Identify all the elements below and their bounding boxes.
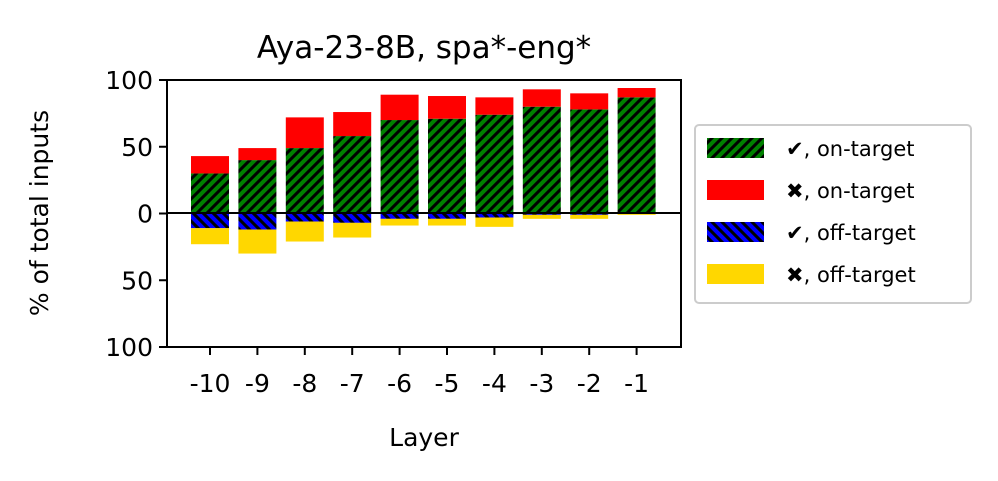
bar--6-series-1 — [380, 94, 419, 121]
x-tick-label: -1 — [624, 369, 649, 398]
legend-label-3: ✖, off-target — [786, 263, 916, 287]
legend-label-0: ✔, on-target — [786, 137, 915, 161]
legend-swatch-3 — [707, 264, 764, 284]
bar--4-series-2 — [475, 213, 514, 218]
bar--1-series-1 — [617, 88, 656, 98]
x-tick-label: -8 — [292, 369, 317, 398]
bar--9-series-3 — [238, 229, 277, 254]
bar--3-series-2 — [522, 213, 561, 215]
bar--6-series-0 — [380, 120, 419, 214]
bar--10-series-1 — [191, 156, 229, 174]
x-tick-label: -3 — [529, 369, 554, 398]
bar--8-series-0 — [285, 148, 324, 214]
legend-swatch-1 — [707, 180, 764, 200]
legend-label-1: ✖, on-target — [786, 179, 915, 203]
bars-layer — [191, 88, 656, 254]
legend-swatch-0 — [707, 138, 764, 158]
bar--9-series-1 — [238, 148, 277, 161]
bar--7-series-2 — [333, 213, 372, 223]
bar--4-series-0 — [475, 114, 514, 214]
y-axis: 100 50 0 50 100 — [105, 66, 167, 362]
bar--3-series-3 — [522, 214, 561, 219]
x-tick-label: -5 — [435, 369, 460, 398]
x-axis-label: Layer — [389, 423, 459, 452]
bar--10-series-0 — [191, 173, 229, 214]
y-axis-label: % of total inputs — [25, 110, 54, 316]
bar--7-series-0 — [333, 136, 372, 214]
bar--7-series-1 — [333, 112, 372, 137]
legend: ✔, on-target ✖, on-target ✔, off-target ✖, … — [694, 124, 972, 304]
x-tick-label: -4 — [482, 369, 507, 398]
bar--1-series-0 — [617, 97, 656, 214]
y-tick-label: 50 — [121, 133, 153, 162]
bar--9-series-0 — [238, 160, 277, 214]
bar--7-series-3 — [333, 222, 372, 238]
y-tick-label: 50 — [121, 266, 153, 295]
legend-frame — [694, 124, 972, 304]
bar--5-series-2 — [428, 213, 466, 219]
bar--9-series-2 — [238, 213, 277, 230]
bar--8-series-1 — [285, 117, 324, 149]
y-tick-label: 100 — [105, 333, 153, 362]
bar--4-series-1 — [475, 97, 514, 115]
bar--3-series-0 — [522, 106, 561, 214]
bar--1-series-3 — [617, 213, 656, 215]
x-tick-label: -7 — [340, 369, 365, 398]
x-axis: -10 -9 -8 -7 -6 -5 -4 -3 -2 -1 — [190, 347, 649, 398]
y-tick-label: 100 — [105, 66, 153, 95]
chart-title: Aya-23-8B, spa*-eng* — [257, 30, 591, 66]
bar--10-series-2 — [191, 213, 229, 229]
bar--10-series-3 — [191, 228, 229, 245]
y-tick-label: 0 — [137, 200, 153, 229]
x-tick-label: -6 — [387, 369, 412, 398]
bar--3-series-1 — [522, 89, 561, 107]
x-tick-label: -2 — [577, 369, 602, 398]
bar--8-series-2 — [285, 213, 324, 222]
bar--6-series-2 — [380, 213, 419, 219]
bar--8-series-3 — [285, 221, 324, 242]
bar--2-series-2 — [570, 213, 609, 215]
bar--5-series-3 — [428, 218, 466, 226]
x-tick-label: -9 — [245, 369, 270, 398]
bar--2-series-0 — [570, 109, 609, 214]
legend-label-2: ✔, off-target — [786, 221, 916, 245]
bar--4-series-3 — [475, 217, 514, 227]
bar--2-series-3 — [570, 214, 609, 219]
x-tick-label: -10 — [190, 369, 231, 398]
bar--5-series-1 — [428, 96, 466, 119]
legend-swatch-2 — [707, 222, 764, 242]
bar--2-series-1 — [570, 93, 609, 110]
bar--6-series-3 — [380, 218, 419, 226]
bar--5-series-0 — [428, 118, 466, 214]
